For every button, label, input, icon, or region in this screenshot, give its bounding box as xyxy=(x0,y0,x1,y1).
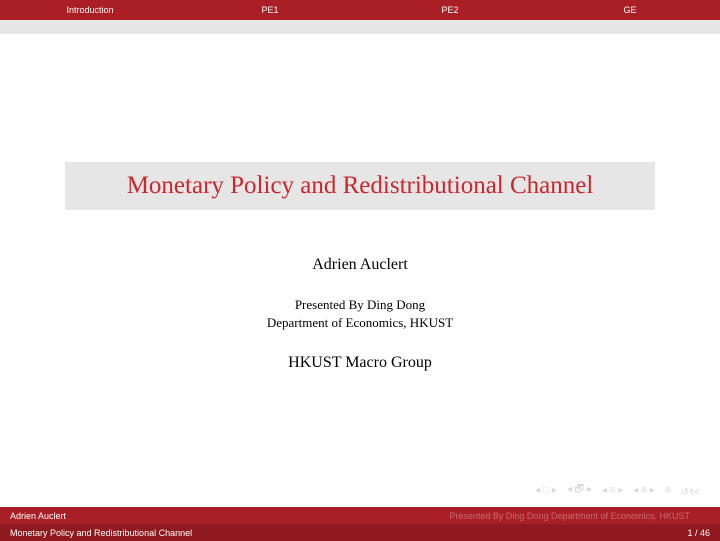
footer-bottom-row: Monetary Policy and Redistributional Cha… xyxy=(0,524,720,541)
footer-affiliation: Presented By Ding Dong Department of Eco… xyxy=(449,511,690,521)
nav-back-icon[interactable]: ◂ ≡ ▸ xyxy=(602,485,623,496)
nav-index-icon[interactable]: ≡ xyxy=(665,485,671,496)
footer-author: Adrien Auclert xyxy=(10,511,66,521)
nav-introduction[interactable]: Introduction xyxy=(0,5,180,15)
footer-page-number: 1 / 46 xyxy=(687,528,710,538)
nav-first-icon[interactable]: ◂ □ ▸ xyxy=(535,485,557,496)
nav-ge[interactable]: GE xyxy=(540,5,720,15)
sub-nav-bar xyxy=(0,20,720,34)
nav-forward-icon[interactable]: ◂ ≡ ▸ xyxy=(633,485,654,496)
footer-title: Monetary Policy and Redistributional Cha… xyxy=(10,528,192,538)
title-box: Monetary Policy and Redistributional Cha… xyxy=(65,162,655,210)
nav-pe1[interactable]: PE1 xyxy=(180,5,360,15)
presenter-line: Presented By Ding Dong xyxy=(267,296,453,314)
beamer-nav-icons: ◂ □ ▸ ◂ 🗗 ▸ ◂ ≡ ▸ ◂ ≡ ▸ ≡ ↺९< xyxy=(535,482,700,499)
footer: Adrien Auclert Presented By Ding Dong De… xyxy=(0,507,720,541)
group-name: HKUST Macro Group xyxy=(288,354,432,372)
author-name: Adrien Auclert xyxy=(312,256,408,274)
slide-title-page: Introduction PE1 PE2 GE Monetary Policy … xyxy=(0,0,720,541)
slide-body: Monetary Policy and Redistributional Cha… xyxy=(0,34,720,541)
nav-prev-icon[interactable]: ◂ 🗗 ▸ xyxy=(567,482,592,499)
nav-pe2[interactable]: PE2 xyxy=(360,5,540,15)
footer-top-row: Adrien Auclert Presented By Ding Dong De… xyxy=(0,507,720,524)
presenter-dept: Department of Economics, HKUST xyxy=(267,314,453,332)
presenter-block: Presented By Ding Dong Department of Eco… xyxy=(267,296,453,332)
nav-loop-icon[interactable]: ↺९< xyxy=(681,484,700,498)
top-nav: Introduction PE1 PE2 GE xyxy=(0,0,720,20)
presentation-title: Monetary Policy and Redistributional Cha… xyxy=(73,172,647,200)
